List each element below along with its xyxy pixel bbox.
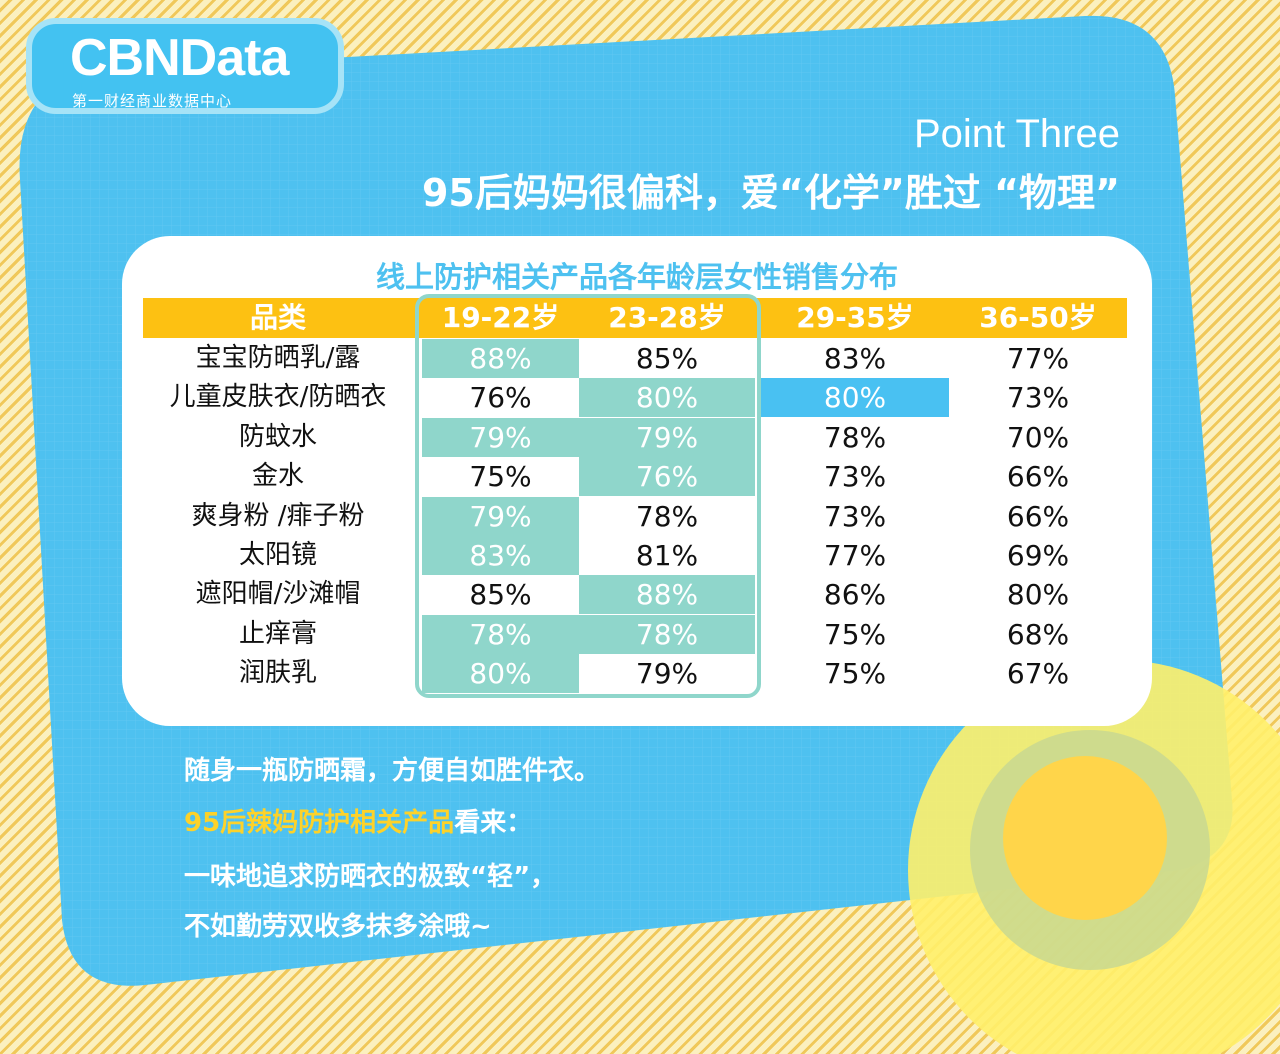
note-line-2-rest: 看来： [454,808,533,838]
page-title: 95后妈妈很偏科，爱“化学”胜过 “物理” [421,171,1120,215]
category-cell: 润肤乳 [238,658,317,689]
header-cell-4: 36-50岁 [979,301,1097,334]
category-cell: 止痒膏 [238,618,317,649]
value-cell: 88% [422,339,579,378]
value-cell: 80% [761,378,949,418]
header-cell-2: 23-28岁 [608,301,726,334]
table-header-row: 品类 19-22岁 23-28岁 29-35岁 36-50岁 [143,298,1127,338]
table-title: 线上防护相关产品各年龄层女性销售分布 [375,260,898,294]
inner-yellow-circle [1003,756,1167,920]
note-line-3: 一味地追求防晒衣的极致“轻”， [184,862,557,892]
highlight-frame [415,294,761,698]
value-cell: 80% [1006,578,1070,612]
value-cell: 67% [1006,657,1070,691]
value-cell: 80% [579,378,755,418]
note-highlight: 95后辣妈防护相关产品 [184,808,455,838]
value-cell: 77% [823,539,887,572]
value-cell: 75% [422,457,579,497]
value-cell: 66% [1006,460,1070,494]
value-cell: 78% [579,614,755,654]
value-cell: 68% [1006,617,1070,651]
logo-badge: CBNData 第一财经商业数据中心 [26,18,344,114]
value-cell: 78% [823,420,887,454]
logo-text: CBNData [70,29,289,87]
value-cell: 86% [823,578,887,612]
value-cell: 76% [579,457,755,497]
header-cell-0: 品类 [249,301,306,334]
value-cell: 78% [579,496,755,536]
value-cell: 79% [422,417,579,457]
category-cell: 太阳镜 [238,540,317,570]
value-cell: 79% [579,417,755,457]
value-cell: 78% [422,614,579,654]
note-line-1: 随身一瓶防晒霜，方便自如胜件衣。 [184,756,601,786]
value-cell: 70% [1006,420,1070,454]
category-cell: 金水 [251,461,304,492]
value-cell: 73% [1006,381,1070,415]
category-cell: 宝宝防晒乳/露 [195,343,361,373]
category-cell: 遮阳帽/沙滩帽 [195,579,361,610]
value-cell: 73% [823,460,887,494]
value-cell: 75% [823,657,887,691]
category-cell: 防蚊水 [238,421,317,452]
value-cell: 88% [579,575,755,615]
logo-tagline: 第一财经商业数据中心 [72,92,233,110]
value-cell: 83% [422,536,579,575]
category-cell: 儿童皮肤衣/防晒衣 [169,382,387,413]
value-cell: 66% [1006,499,1070,533]
value-cell: 79% [579,654,755,694]
header-cell-1: 19-22岁 [441,301,560,334]
value-cell: 80% [422,654,579,694]
value-cell: 77% [1006,342,1070,375]
value-cell: 69% [1006,539,1070,572]
header-cell-3: 29-35岁 [796,301,914,334]
value-cell: 76% [422,378,579,418]
value-cell: 85% [422,575,579,615]
value-cell: 83% [823,342,887,375]
note-line-2: 95后辣妈防护相关产品看来： [184,802,532,839]
category-cell: 爽身粉 /痱子粉 [191,500,365,531]
point-title: Point Three [913,112,1120,156]
note-line-4: 不如勤劳双收多抹多涂哦~ [184,912,492,942]
value-cell: 79% [422,496,579,536]
value-cell: 81% [579,536,755,575]
value-cell: 73% [823,499,887,533]
value-cell: 75% [823,617,887,651]
value-cell: 85% [579,339,755,378]
